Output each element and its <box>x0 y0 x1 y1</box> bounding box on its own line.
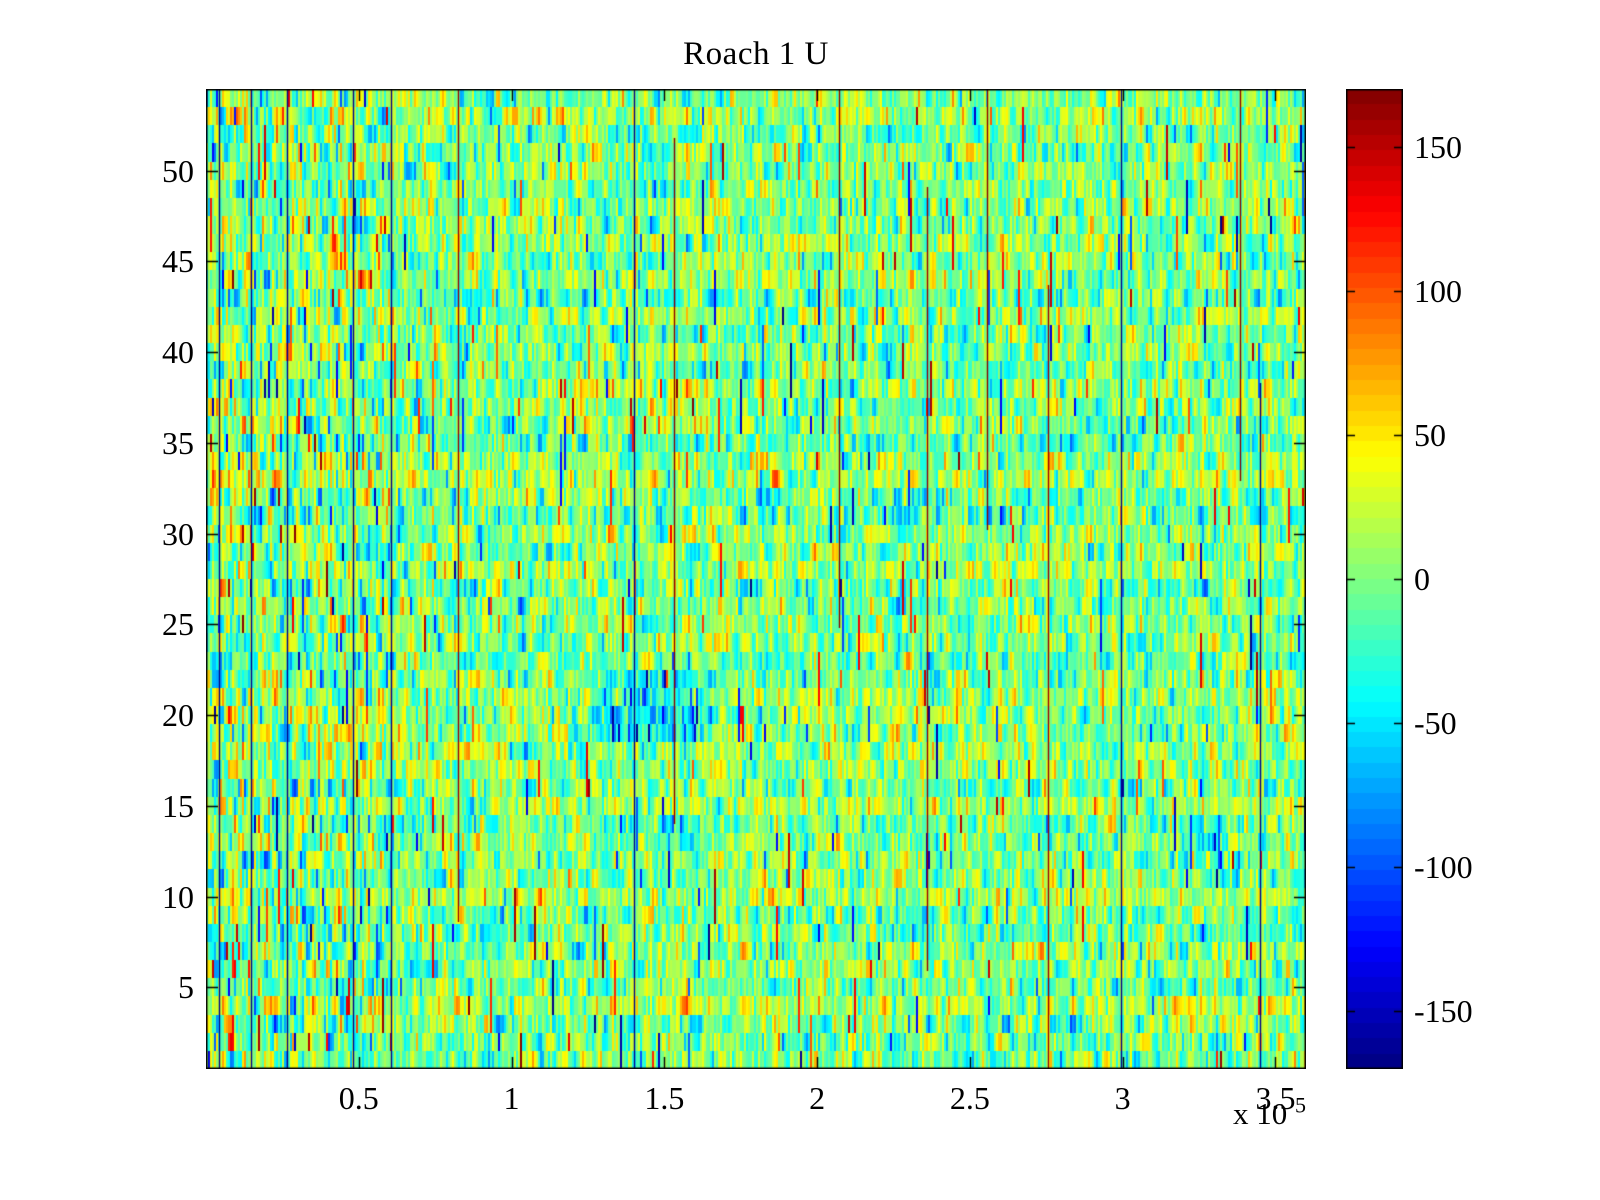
x-tick-label: 1.5 <box>644 1080 685 1116</box>
x-tick-label: 2 <box>809 1080 826 1116</box>
plot-title: Roach 1 U <box>683 36 829 72</box>
y-tick-label: 50 <box>162 152 194 189</box>
colorbar-canvas <box>1346 89 1403 1069</box>
x-axis-multiplier: x 10 5 <box>1190 1092 1306 1132</box>
y-tick-label: 15 <box>162 787 194 824</box>
x-tick-label: 1 <box>503 1080 520 1116</box>
x-tick-label: 3.5 <box>1255 1080 1296 1116</box>
x-axis-multiplier-prefix: x 10 <box>1233 1096 1288 1131</box>
colorbar-tick-label: 50 <box>1414 416 1446 453</box>
colorbar-tick-label: 0 <box>1414 561 1430 597</box>
y-tick-label: 25 <box>162 606 194 643</box>
x-tick-label: 0.5 <box>338 1080 379 1116</box>
y-tick-label: 5 <box>178 969 194 1006</box>
colorbar-tick-label: 100 <box>1414 272 1462 309</box>
heatmap-canvas <box>206 89 1306 1069</box>
y-tick-label: 30 <box>162 515 194 552</box>
y-tick-label: 45 <box>162 243 194 280</box>
x-tick-label: 2.5 <box>949 1080 990 1116</box>
y-tick-label: 20 <box>162 697 194 734</box>
colorbar-tick-label: 150 <box>1414 128 1462 165</box>
y-tick-label: 35 <box>162 424 194 461</box>
colorbar-tick-label: -150 <box>1414 993 1473 1030</box>
colorbar-tick-label: -100 <box>1414 849 1473 886</box>
x-tick-label: 3 <box>1114 1080 1131 1116</box>
colorbar-tick-label: -50 <box>1414 705 1457 742</box>
y-tick-label: 10 <box>162 878 194 915</box>
y-tick-label: 40 <box>162 334 194 371</box>
x-axis-multiplier-exponent: 5 <box>1295 1092 1306 1118</box>
